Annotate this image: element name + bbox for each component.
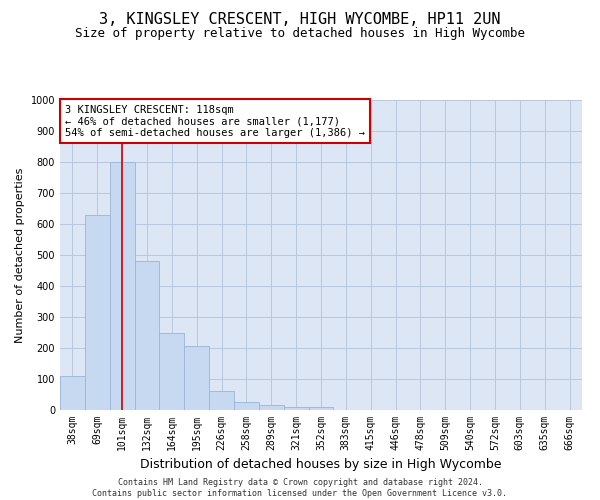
Bar [308, 407, 334, 410]
Text: 3, KINGSLEY CRESCENT, HIGH WYCOMBE, HP11 2UN: 3, KINGSLEY CRESCENT, HIGH WYCOMBE, HP11… [99, 12, 501, 28]
Bar [60, 376, 85, 410]
Text: 3 KINGSLEY CRESCENT: 118sqm
← 46% of detached houses are smaller (1,177)
54% of : 3 KINGSLEY CRESCENT: 118sqm ← 46% of det… [65, 104, 365, 138]
Bar [110, 162, 134, 410]
Bar [234, 402, 259, 410]
Bar [184, 346, 209, 410]
Bar [160, 332, 184, 410]
Y-axis label: Number of detached properties: Number of detached properties [15, 168, 25, 342]
Bar [209, 392, 234, 410]
Bar [85, 214, 110, 410]
X-axis label: Distribution of detached houses by size in High Wycombe: Distribution of detached houses by size … [140, 458, 502, 471]
Bar [134, 261, 160, 410]
Bar [259, 404, 284, 410]
Text: Size of property relative to detached houses in High Wycombe: Size of property relative to detached ho… [75, 28, 525, 40]
Bar [284, 407, 308, 410]
Text: Contains HM Land Registry data © Crown copyright and database right 2024.
Contai: Contains HM Land Registry data © Crown c… [92, 478, 508, 498]
